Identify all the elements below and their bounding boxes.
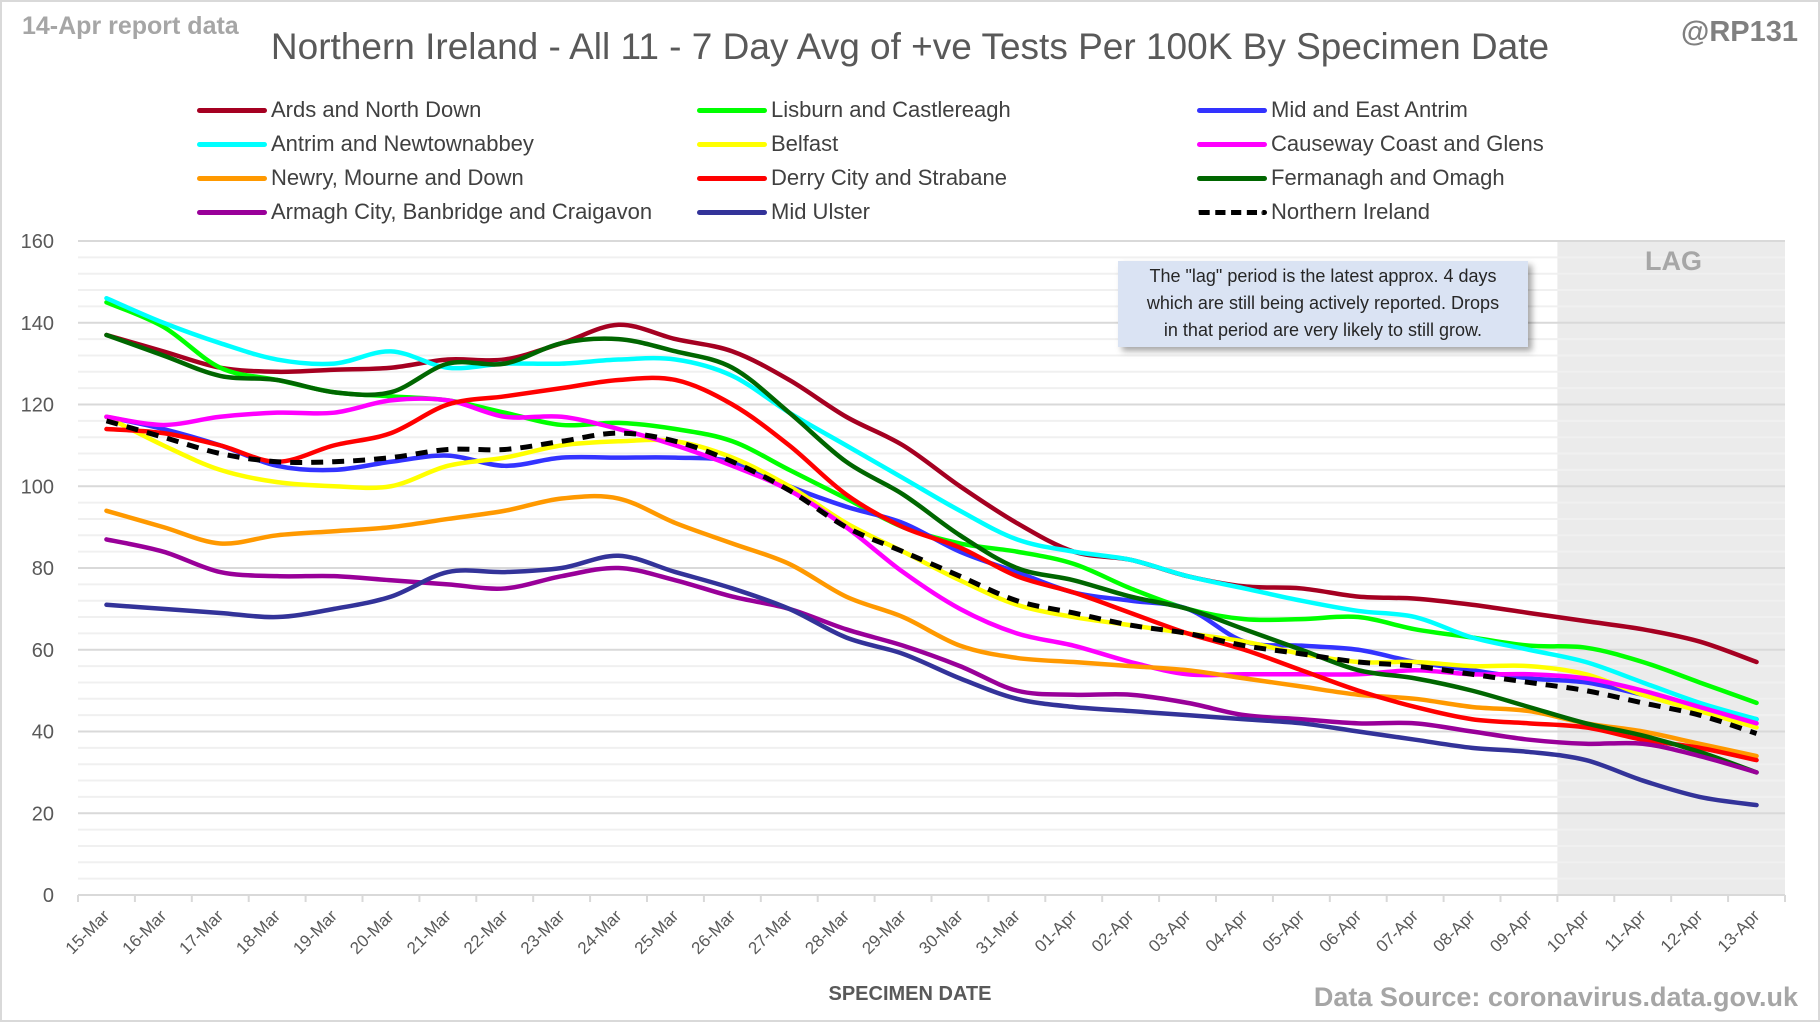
- legend-label: Derry City and Strabane: [771, 165, 1007, 190]
- legend-item: Ards and North Down: [197, 94, 481, 126]
- x-tick-label: 17-Mar: [176, 906, 228, 958]
- author-handle: @RP131: [1681, 16, 1798, 48]
- x-tick-label: 15-Mar: [62, 906, 114, 958]
- series-line-newry-mourne-and-down: [104, 493, 1759, 759]
- lag-label: LAG: [1645, 246, 1702, 276]
- x-tick-label: 22-Mar: [460, 906, 512, 958]
- series-line-ards-and-north-down: [104, 322, 1759, 665]
- x-tick-label: 27-Mar: [745, 906, 797, 958]
- legend-item: Fermanagh and Omagh: [1197, 162, 1505, 194]
- legend-label: Antrim and Newtownabbey: [271, 131, 534, 156]
- y-tick-label: 80: [32, 558, 54, 580]
- x-tick-label: 28-Mar: [801, 906, 853, 958]
- x-axis-title: SPECIMEN DATE: [828, 983, 992, 1005]
- legend: Ards and North Down Lisburn and Castlerea…: [197, 94, 1597, 234]
- series-line-belfast: [104, 414, 1759, 730]
- legend-item: Mid and East Antrim: [1197, 94, 1468, 126]
- legend-item: Belfast: [697, 128, 838, 160]
- legend-swatch: [1197, 141, 1267, 147]
- x-tick-label: 21-Mar: [403, 906, 455, 958]
- y-tick-label: 160: [21, 231, 54, 253]
- y-tick-label: 40: [32, 722, 54, 744]
- series-line-derry-city-and-strabane: [104, 375, 1759, 763]
- legend-label: Belfast: [771, 131, 839, 156]
- legend-label: Causeway Coast and Glens: [1271, 131, 1544, 156]
- legend-item: Mid Ulster: [697, 196, 870, 228]
- x-tick-label: 07-Apr: [1372, 906, 1422, 956]
- x-tick-label: 29-Mar: [858, 906, 910, 958]
- legend-item: Derry City and Strabane: [697, 162, 1007, 194]
- report-date-label: 14-Apr report data: [22, 12, 239, 40]
- x-tick-label: 08-Apr: [1429, 906, 1479, 956]
- legend-swatch: [1197, 209, 1267, 215]
- x-tick-label: 09-Apr: [1486, 906, 1536, 956]
- x-tick-label: 19-Mar: [289, 906, 341, 958]
- legend-label: Lisburn and Castlereagh: [771, 97, 1011, 122]
- legend-swatch: [1197, 175, 1267, 181]
- note-line: which are still being actively reported.…: [1146, 293, 1500, 313]
- x-tick-label: 10-Apr: [1543, 906, 1593, 956]
- x-tick-label: 24-Mar: [574, 906, 626, 958]
- x-tick-label: 05-Apr: [1259, 906, 1309, 956]
- legend-label: Mid and East Antrim: [1271, 97, 1468, 122]
- legend-swatch: [697, 209, 767, 215]
- y-tick-label: 120: [21, 395, 54, 417]
- legend-item: Antrim and Newtownabbey: [197, 128, 534, 160]
- legend-label: Newry, Mourne and Down: [271, 165, 524, 190]
- x-tick-label: 06-Apr: [1316, 906, 1366, 956]
- x-tick-label: 20-Mar: [346, 906, 398, 958]
- legend-swatch: [697, 107, 767, 113]
- y-tick-label: 140: [21, 313, 54, 335]
- legend-item: Armagh City, Banbridge and Craigavon: [197, 196, 652, 228]
- x-tick-label: 11-Apr: [1601, 906, 1650, 955]
- x-tick-label: 12-Apr: [1657, 906, 1707, 956]
- legend-label: Ards and North Down: [271, 97, 482, 122]
- legend-swatch: [197, 209, 267, 215]
- legend-swatch: [1197, 107, 1267, 113]
- y-tick-label: 20: [32, 803, 54, 825]
- legend-label: Northern Ireland: [1271, 199, 1430, 224]
- note-line: The "lag" period is the latest approx. 4…: [1149, 266, 1497, 286]
- x-tick-label: 18-Mar: [232, 906, 284, 958]
- y-tick-label: 100: [21, 476, 54, 498]
- legend-swatch: [697, 141, 767, 147]
- legend-item: Northern Ireland: [1197, 196, 1430, 228]
- legend-label: Armagh City, Banbridge and Craigavon: [271, 199, 653, 224]
- legend-label: Mid Ulster: [771, 199, 871, 224]
- x-tick-label: 16-Mar: [119, 906, 171, 958]
- chart-title: Northern Ireland - All 11 - 7 Day Avg of…: [270, 26, 1550, 67]
- legend-swatch: [197, 141, 267, 147]
- x-tick-label: 03-Apr: [1145, 906, 1195, 956]
- legend-item: Newry, Mourne and Down: [197, 162, 524, 194]
- legend-swatch: [697, 175, 767, 181]
- legend-swatch: [197, 175, 267, 181]
- lag-annotation-note: The "lag" period is the latest approx. 4…: [1118, 261, 1528, 347]
- x-tick-label: 13-Apr: [1714, 906, 1764, 956]
- data-source-label: Data Source: coronavirus.data.gov.uk: [1313, 982, 1798, 1012]
- y-tick-label: 60: [32, 640, 54, 662]
- note-line: in that period are very likely to still …: [1163, 320, 1483, 340]
- x-tick-label: 30-Mar: [915, 906, 967, 958]
- series-line-armagh-city-banbridge-and-craigavon: [104, 537, 1759, 775]
- series-line-antrim-and-newtownabbey: [104, 295, 1759, 722]
- x-tick-label: 01-Apr: [1031, 906, 1081, 956]
- x-tick-label: 26-Mar: [688, 906, 740, 958]
- legend-label: Fermanagh and Omagh: [1271, 165, 1505, 190]
- x-tick-label: 02-Apr: [1088, 906, 1138, 956]
- legend-item: Causeway Coast and Glens: [1197, 128, 1544, 160]
- x-tick-label: 25-Mar: [631, 906, 683, 958]
- legend-swatch: [197, 107, 267, 113]
- legend-item: Lisburn and Castlereagh: [697, 94, 1011, 126]
- series-line-causeway-coast-and-glens: [104, 396, 1759, 726]
- y-tick-label: 0: [43, 885, 54, 907]
- series-line-mid-ulster: [104, 553, 1759, 808]
- x-tick-label: 04-Apr: [1202, 906, 1252, 956]
- series-line-fermanagh-and-omagh: [104, 332, 1759, 775]
- x-tick-label: 31-Mar: [972, 906, 1024, 958]
- x-tick-label: 23-Mar: [517, 906, 569, 958]
